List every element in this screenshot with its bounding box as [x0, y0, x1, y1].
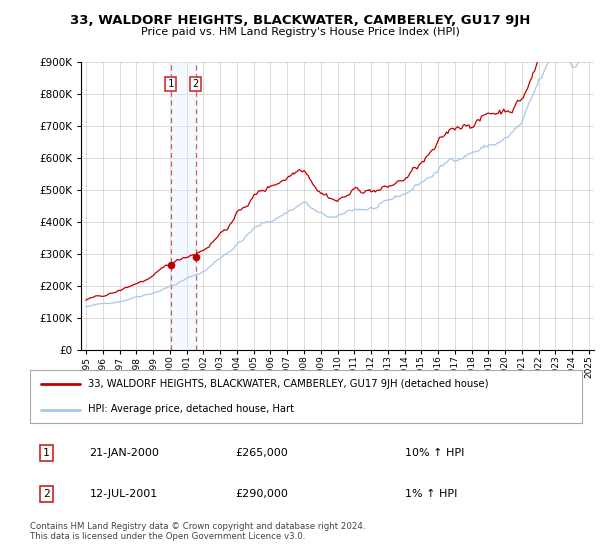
Text: 10% ↑ HPI: 10% ↑ HPI	[406, 448, 465, 458]
Text: £265,000: £265,000	[235, 448, 288, 458]
Text: £290,000: £290,000	[235, 489, 288, 499]
Text: HPI: Average price, detached house, Hart: HPI: Average price, detached house, Hart	[88, 404, 294, 414]
Text: 1: 1	[43, 448, 50, 458]
Text: 33, WALDORF HEIGHTS, BLACKWATER, CAMBERLEY, GU17 9JH (detached house): 33, WALDORF HEIGHTS, BLACKWATER, CAMBERL…	[88, 380, 488, 390]
Bar	[170, 62, 197, 350]
Text: 2: 2	[43, 489, 50, 499]
Text: 21-JAN-2000: 21-JAN-2000	[89, 448, 159, 458]
Text: 1: 1	[167, 79, 174, 89]
Text: 33, WALDORF HEIGHTS, BLACKWATER, CAMBERLEY, GU17 9JH: 33, WALDORF HEIGHTS, BLACKWATER, CAMBERL…	[70, 14, 530, 27]
Text: Contains HM Land Registry data © Crown copyright and database right 2024.
This d: Contains HM Land Registry data © Crown c…	[30, 522, 365, 542]
Text: Price paid vs. HM Land Registry's House Price Index (HPI): Price paid vs. HM Land Registry's House …	[140, 27, 460, 37]
Text: 12-JUL-2001: 12-JUL-2001	[90, 489, 158, 499]
Text: 1% ↑ HPI: 1% ↑ HPI	[406, 489, 458, 499]
Text: 2: 2	[193, 79, 199, 89]
